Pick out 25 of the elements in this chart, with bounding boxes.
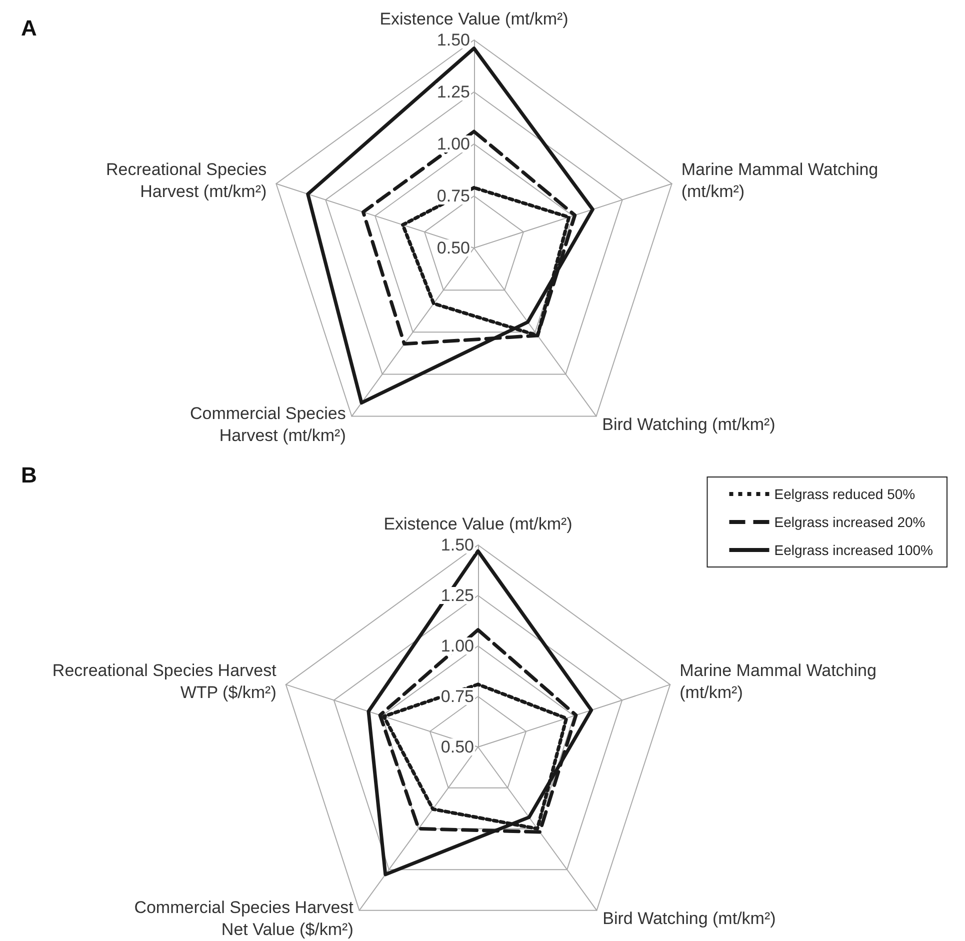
y-tick-label: 0.75 bbox=[440, 687, 474, 706]
spoke-label: Existence Value (mt/km²) bbox=[380, 10, 568, 28]
y-tick-label: 1.00 bbox=[436, 134, 470, 154]
y-tick-label: 0.50 bbox=[436, 238, 470, 258]
legend-label: Eelgrass increased 100% bbox=[774, 542, 934, 558]
spoke-label: Marine Mammal Watching (mt/km²) bbox=[681, 160, 878, 202]
spoke-label: Bird Watching (mt/km²) bbox=[602, 414, 776, 434]
y-tick-label: 0.75 bbox=[436, 186, 470, 206]
y-tick-label: 0.50 bbox=[440, 738, 474, 756]
y-tick-label: 1.50 bbox=[436, 30, 470, 50]
spoke-label: Commercial Species Harvest (mt/km²) bbox=[190, 404, 346, 445]
spoke-label: Marine Mammal Watching (mt/km²) bbox=[680, 660, 876, 702]
spoke-label: Existence Value (mt/km²) bbox=[384, 514, 572, 534]
chart-title: A bbox=[21, 16, 37, 40]
y-tick-label: 1.50 bbox=[440, 536, 474, 554]
y-tick-label: 1.00 bbox=[440, 636, 474, 656]
spoke-label: Recreational Species Harvest WTP ($/km²) bbox=[52, 660, 277, 702]
y-tick-label: 1.25 bbox=[436, 82, 470, 102]
spoke-label: Recreational Species Harvest (mt/km²) bbox=[106, 160, 267, 202]
spoke-label: Commercial Species Harvest Net Value ($/km²) bbox=[134, 898, 354, 940]
legend-label: Eelgrass increased 20% bbox=[774, 514, 926, 530]
chart-title: B bbox=[21, 462, 37, 488]
spoke-label: Bird Watching (mt/km²) bbox=[602, 909, 776, 928]
y-tick-label: 1.25 bbox=[440, 586, 474, 605]
legend-label: Eelgrass reduced 50% bbox=[774, 486, 916, 502]
